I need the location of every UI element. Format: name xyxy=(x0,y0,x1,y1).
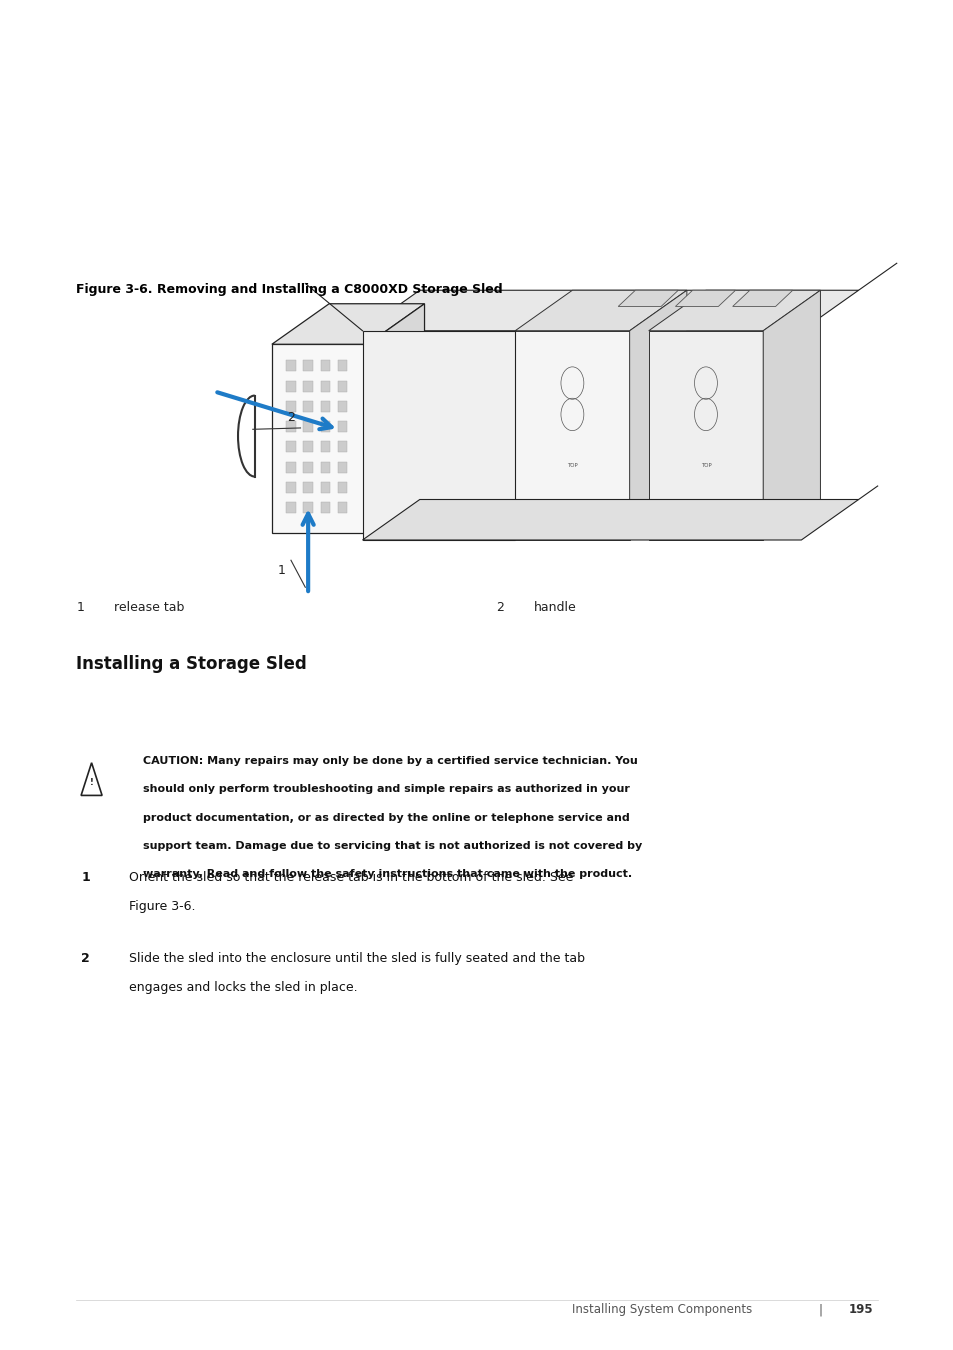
Bar xyxy=(337,360,347,371)
Bar xyxy=(320,381,330,392)
Polygon shape xyxy=(81,763,102,795)
Text: 2: 2 xyxy=(287,410,294,424)
Text: TOP: TOP xyxy=(700,463,711,467)
Text: Figure 3-6.: Figure 3-6. xyxy=(129,900,195,914)
Polygon shape xyxy=(362,290,858,331)
Text: release tab: release tab xyxy=(114,601,185,614)
Bar xyxy=(303,441,313,452)
Polygon shape xyxy=(648,290,820,331)
Bar xyxy=(286,360,295,371)
Polygon shape xyxy=(618,290,678,306)
Text: Slide the sled into the enclosure until the sled is fully seated and the tab: Slide the sled into the enclosure until … xyxy=(129,952,584,965)
Bar xyxy=(303,482,313,493)
Bar xyxy=(337,381,347,392)
Polygon shape xyxy=(515,290,686,331)
Bar xyxy=(337,502,347,513)
Text: 2: 2 xyxy=(496,601,503,614)
Text: 1: 1 xyxy=(76,601,84,614)
Bar xyxy=(337,441,347,452)
Bar xyxy=(286,401,295,412)
Text: CAUTION: Many repairs may only be done by a certified service technician. You: CAUTION: Many repairs may only be done b… xyxy=(143,756,638,765)
Text: !: ! xyxy=(90,778,93,787)
Text: 195: 195 xyxy=(848,1303,873,1316)
Polygon shape xyxy=(732,290,792,306)
Polygon shape xyxy=(762,290,820,540)
Text: product documentation, or as directed by the online or telephone service and: product documentation, or as directed by… xyxy=(143,813,629,822)
Text: Orient the sled so that the release tab is in the bottom of the sled. See: Orient the sled so that the release tab … xyxy=(129,871,573,884)
Polygon shape xyxy=(648,331,762,540)
Polygon shape xyxy=(515,331,629,540)
Text: 1: 1 xyxy=(81,871,90,884)
Bar xyxy=(320,441,330,452)
Text: engages and locks the sled in place.: engages and locks the sled in place. xyxy=(129,981,357,995)
Polygon shape xyxy=(362,500,858,540)
Bar xyxy=(303,502,313,513)
Bar xyxy=(320,401,330,412)
Polygon shape xyxy=(272,304,424,344)
Text: Figure 3-6.: Figure 3-6. xyxy=(76,284,152,297)
Bar xyxy=(320,482,330,493)
Bar xyxy=(286,502,295,513)
Polygon shape xyxy=(675,290,735,306)
Bar xyxy=(286,381,295,392)
Bar xyxy=(303,401,313,412)
Text: warranty. Read and follow the safety instructions that came with the product.: warranty. Read and follow the safety ins… xyxy=(143,869,632,879)
Bar xyxy=(320,360,330,371)
Text: Installing a Storage Sled: Installing a Storage Sled xyxy=(76,655,307,672)
Bar xyxy=(286,421,295,432)
Bar xyxy=(337,482,347,493)
Text: Installing System Components: Installing System Components xyxy=(572,1303,752,1316)
Bar xyxy=(337,401,347,412)
Polygon shape xyxy=(367,304,424,533)
Bar xyxy=(337,421,347,432)
Polygon shape xyxy=(362,331,515,540)
Text: handle: handle xyxy=(534,601,577,614)
Bar xyxy=(303,421,313,432)
Bar xyxy=(303,360,313,371)
Text: 2: 2 xyxy=(81,952,90,965)
Bar xyxy=(286,462,295,472)
Text: 1: 1 xyxy=(277,564,285,578)
Text: TOP: TOP xyxy=(566,463,578,467)
Bar xyxy=(286,441,295,452)
Bar xyxy=(337,462,347,472)
Text: support team. Damage due to servicing that is not authorized is not covered by: support team. Damage due to servicing th… xyxy=(143,841,641,850)
Bar xyxy=(320,502,330,513)
Bar xyxy=(303,381,313,392)
Bar xyxy=(320,462,330,472)
Bar xyxy=(303,462,313,472)
Text: Removing and Installing a C8000XD Storage Sled: Removing and Installing a C8000XD Storag… xyxy=(157,284,502,297)
Polygon shape xyxy=(629,290,686,540)
Text: |: | xyxy=(818,1303,821,1316)
Bar xyxy=(320,421,330,432)
Bar xyxy=(286,482,295,493)
Polygon shape xyxy=(272,344,367,533)
Text: should only perform troubleshooting and simple repairs as authorized in your: should only perform troubleshooting and … xyxy=(143,784,629,794)
